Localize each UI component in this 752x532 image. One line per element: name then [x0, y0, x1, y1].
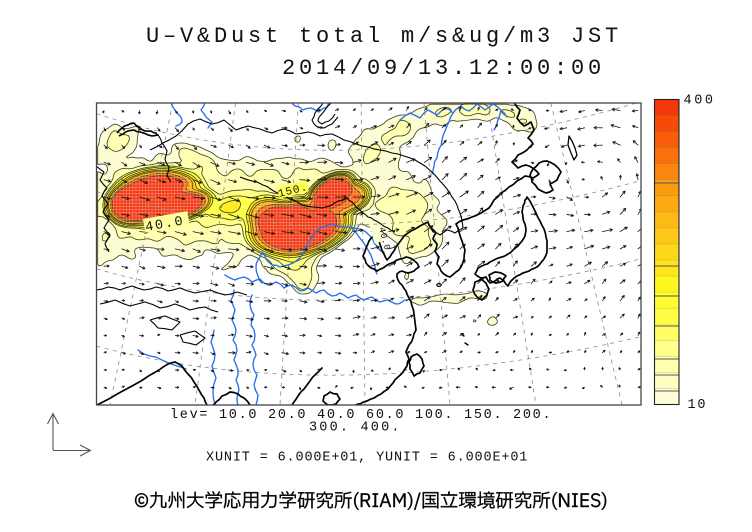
svg-text:10: 10	[688, 398, 708, 413]
svg-text:U–V&Dust total m/s&ug/m3 JST: U–V&Dust total m/s&ug/m3 JST	[146, 24, 622, 49]
svg-text:lev= 10.0 20.0 40.0 60.0 100.: lev= 10.0 20.0 40.0 60.0 100. 150. 200.	[170, 408, 552, 423]
svg-text:XUNIT = 6.000E+01, YUNIT = 6.0: XUNIT = 6.000E+01, YUNIT = 6.000E+01	[206, 451, 528, 466]
svg-text:2014/09/13.12:00:00: 2014/09/13.12:00:00	[282, 56, 605, 81]
svg-text:300. 400.: 300. 400.	[309, 421, 402, 436]
svg-text:40.0: 40.0	[144, 214, 186, 236]
svg-text:400: 400	[684, 94, 716, 109]
